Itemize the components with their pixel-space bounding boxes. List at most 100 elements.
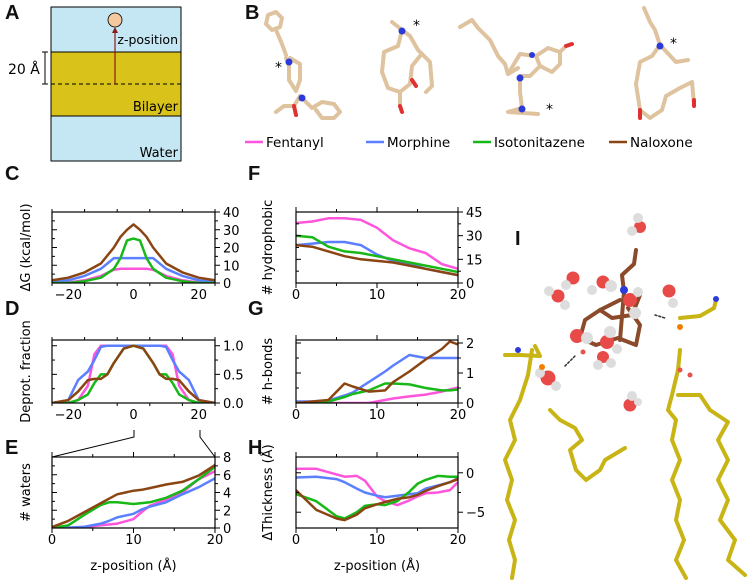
z-position-label: z-position (117, 32, 178, 47)
y-tick-label: 0 (466, 467, 474, 482)
isotonitazene-structure (458, 18, 574, 116)
y-tick-label: 10 (223, 259, 240, 274)
y-tick-label: 8 (223, 451, 231, 466)
y-tick-label: 2 (223, 504, 231, 519)
x-tick-label: −20 (55, 408, 82, 423)
y-tick-label: 4 (223, 487, 231, 502)
arrowhead-icon (112, 27, 118, 33)
y-tick-label: 30 (466, 230, 483, 245)
y-tick-label: 0 (223, 522, 231, 537)
panel-b-molecules: * * * (264, 6, 696, 120)
legend-label: Naloxone (630, 135, 693, 151)
y-tick-label: 40 (223, 206, 240, 221)
axes-frame (51, 339, 216, 404)
y-tick-label: 1.0 (223, 340, 244, 355)
water-molecules (535, 213, 678, 412)
panel-label-i: I (515, 228, 521, 250)
panel-label-c: C (5, 163, 20, 185)
panel-label-e: E (5, 437, 19, 459)
y-tick-label: 6 (223, 469, 231, 484)
protonation-marker: * (275, 60, 282, 76)
axes-frame (295, 211, 459, 284)
x-axis-label: z-position (Å) (334, 558, 420, 574)
x-tick-label: 0 (129, 288, 137, 303)
series-naloxone (296, 340, 458, 403)
scale-label: 20 Å (8, 61, 40, 78)
legend-label: Fentanyl (266, 135, 324, 151)
series-fentanyl (296, 217, 458, 271)
panel-a: 20 Å z-position Bilayer Water (8, 6, 182, 162)
series-naloxone (296, 243, 458, 277)
series-isotonitazene (296, 234, 458, 274)
panel-label-a: A (5, 2, 20, 24)
x-tick-label: 20 (450, 288, 467, 303)
panel-label-f: F (248, 163, 261, 185)
bilayer-label: Bilayer (133, 100, 179, 115)
panel-label-b: B (245, 2, 260, 24)
x-tick-label: 20 (450, 533, 467, 548)
y-tick-label: 45 (466, 206, 483, 221)
protonation-marker: * (670, 36, 677, 52)
y-axis-label: # h-bonds (261, 338, 276, 406)
series-isotonitazene (52, 465, 215, 528)
y-axis-label: ΔThickness (Å) (260, 444, 276, 540)
protonation-marker: * (546, 102, 553, 118)
morphine-structure (380, 20, 434, 114)
x-tick-label: 0 (292, 533, 300, 548)
x-tick-label: 20 (450, 408, 467, 423)
x-tick-label: 20 (190, 408, 207, 423)
x-tick-label: 0 (129, 408, 137, 423)
y-tick-label: 0 (466, 277, 474, 292)
x-tick-label: 20 (190, 288, 207, 303)
hbond-line (654, 314, 666, 319)
hbond-line (564, 355, 576, 367)
y-tick-label: 0 (223, 277, 231, 292)
series-isotonitazene (296, 474, 458, 520)
x-tick-label: 10 (369, 408, 386, 423)
zoom-connector (51, 430, 216, 458)
legend-label: Morphine (387, 135, 450, 151)
panel-i-render (503, 213, 747, 580)
x-axis-label: z-position (Å) (90, 558, 176, 574)
molecule-icon (107, 12, 123, 28)
water-label: Water (140, 146, 179, 161)
series-morphine (52, 477, 215, 528)
series-morphine (296, 353, 458, 403)
phosphate-groups (515, 296, 719, 370)
y-tick-label: 0 (466, 397, 474, 412)
series-isotonitazene (296, 382, 458, 403)
x-tick-label: 0 (292, 288, 300, 303)
y-tick-label: 30 (223, 224, 240, 239)
x-tick-label: 0 (48, 533, 56, 548)
panel-label-g: G (248, 298, 264, 320)
nitrogen-atom (620, 286, 628, 294)
lipid-tails (503, 298, 747, 580)
series-isotonitazene (52, 237, 215, 283)
oxygen-atoms (580, 349, 693, 378)
panel-label-d: D (5, 298, 20, 320)
y-axis-label: ΔG (kcal/mol) (19, 203, 34, 291)
series-naloxone (52, 463, 215, 528)
fentanyl-structure (264, 10, 342, 120)
legend: Fentanyl Morphine Isotonitazene Naloxone (245, 135, 693, 151)
panel-label-h: H (248, 437, 263, 459)
series-morphine (52, 256, 215, 283)
y-tick-label: 2 (466, 337, 474, 352)
y-tick-label: 15 (466, 253, 483, 268)
series-naloxone (52, 223, 215, 282)
y-tick-label: 0.0 (223, 397, 244, 412)
x-tick-label: 10 (125, 533, 142, 548)
protonation-marker: * (413, 18, 420, 34)
y-tick-label: 1 (466, 367, 474, 382)
naloxone-structure (634, 6, 696, 120)
x-tick-label: 10 (369, 288, 386, 303)
naloxone-ligand (578, 248, 642, 347)
axes-frame (51, 211, 216, 284)
y-axis-label: Deprot. fraction (19, 320, 34, 423)
chart-c: −20 0 20 0 10 20 30 40 ΔG (kcal/mol) (19, 203, 240, 303)
y-tick-label: 0.5 (223, 368, 244, 383)
